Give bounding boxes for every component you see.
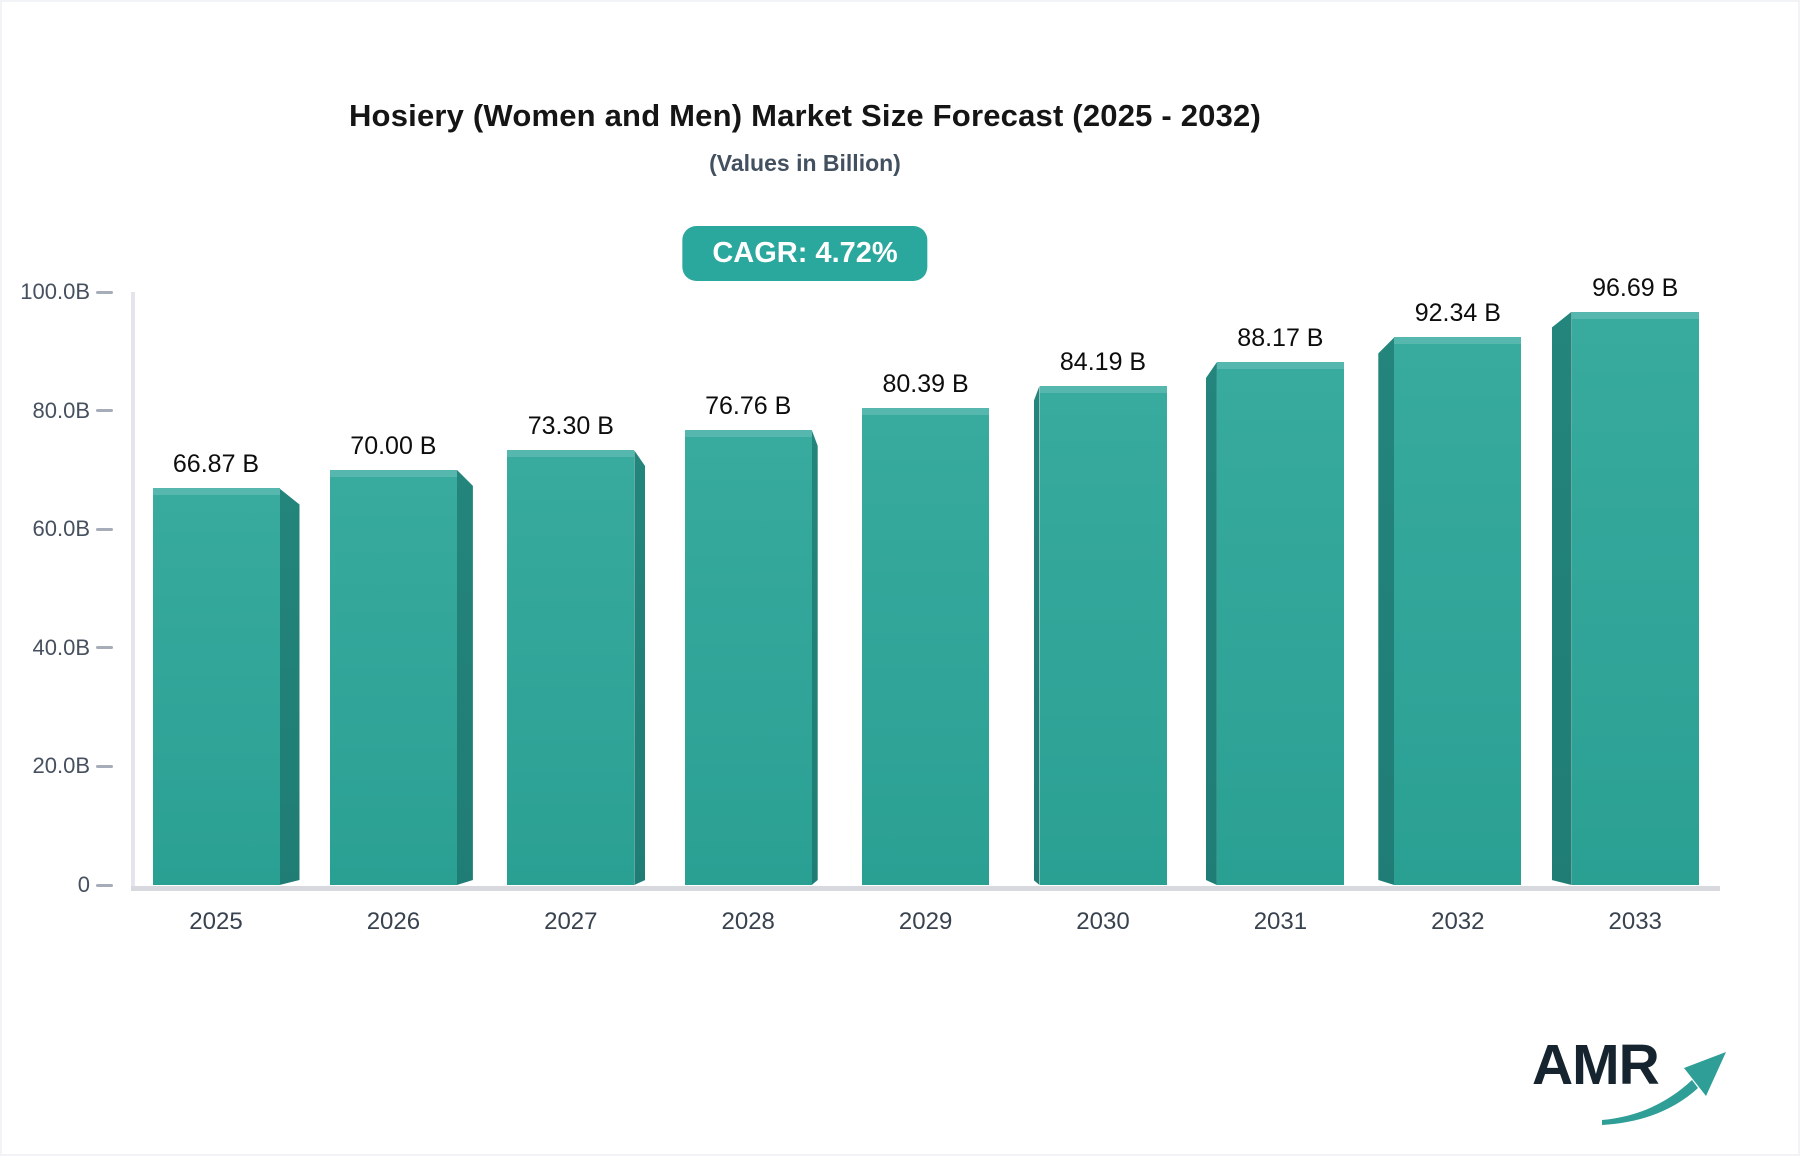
x-category-label: 2030 — [1076, 908, 1130, 935]
x-category-label: 2026 — [366, 908, 421, 935]
bar-2032 — [1394, 337, 1522, 885]
bar-value-label: 88.17 B — [1237, 324, 1324, 353]
y-tick-label: 100.0B — [20, 279, 90, 304]
bar-value-label: 80.39 B — [882, 370, 969, 399]
bar-2030 — [1039, 385, 1167, 885]
bar-side-panel — [634, 450, 645, 885]
y-tick-label: 40.0B — [32, 634, 91, 660]
y-tick-mark — [96, 646, 113, 650]
y-tick-mark — [96, 527, 113, 531]
y-tick-mark — [96, 883, 113, 887]
x-axis-line — [131, 886, 1720, 891]
y-axis-line — [131, 292, 135, 890]
bar-value-label: 73.30 B — [527, 412, 614, 441]
x-category-label: 2028 — [721, 908, 775, 935]
bar-2033 — [1571, 311, 1699, 885]
bar-side-panel — [1206, 362, 1217, 885]
y-tick-label: 20.0B — [32, 753, 91, 779]
chart-title: Hosiery (Women and Men) Market Size Fore… — [348, 98, 1262, 133]
x-category-label: 2027 — [544, 908, 598, 935]
bar-side-panel — [457, 470, 473, 885]
y-tick-label: 60.0B — [32, 516, 91, 542]
bar-2025 — [152, 488, 280, 885]
bar-side-panel — [812, 430, 818, 885]
chart-subtitle: (Values in Billion) — [709, 150, 901, 176]
x-category-label: 2032 — [1431, 908, 1485, 935]
bar-value-label: 66.87 B — [172, 450, 260, 479]
bar-side-panel — [1552, 312, 1572, 885]
y-tick-mark — [96, 290, 113, 294]
bar-side-panel — [280, 488, 300, 885]
growth-arrow-icon — [1602, 1052, 1726, 1125]
bar-value-label: 76.76 B — [705, 391, 792, 420]
y-tick-mark — [96, 764, 113, 768]
bar-value-label: 96.69 B — [1592, 273, 1679, 302]
bar-2028 — [684, 429, 812, 885]
amr-logo-text: AMR — [1532, 1033, 1660, 1097]
bar-2029 — [862, 408, 990, 885]
x-category-label: 2033 — [1608, 908, 1662, 935]
bar-value-label: 92.34 B — [1414, 299, 1501, 328]
x-category-label: 2031 — [1253, 908, 1308, 935]
bar-2031 — [1216, 362, 1344, 885]
bar-2027 — [507, 450, 635, 885]
x-category-label: 2029 — [898, 908, 953, 935]
bar-value-label: 84.19 B — [1059, 347, 1147, 376]
x-category-label: 2025 — [189, 908, 243, 935]
y-tick-label: 0 — [77, 872, 90, 897]
amr-logo: AMR — [1532, 1032, 1732, 1132]
bar-value-label: 70.00 B — [350, 431, 437, 460]
cagr-badge: CAGR: 4.72% — [682, 226, 928, 281]
bar-side-panel — [1034, 386, 1040, 885]
y-tick-mark — [96, 409, 113, 413]
bar-side-panel — [1378, 337, 1394, 885]
bar-2026 — [329, 469, 457, 885]
y-tick-label: 80.0B — [32, 397, 91, 423]
